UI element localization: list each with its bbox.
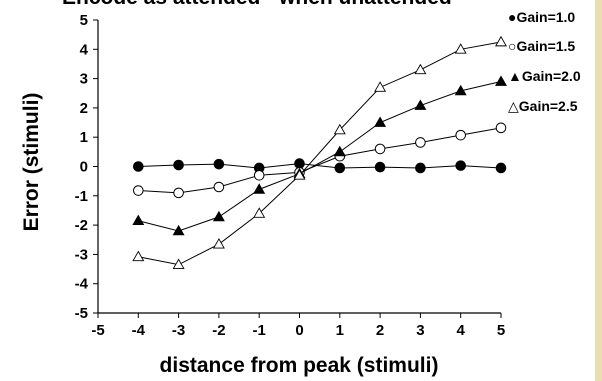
window-edge (595, 0, 602, 381)
y-tick-label: 4 (80, 41, 89, 58)
x-tick-label: 2 (376, 322, 384, 339)
data-point (455, 160, 467, 171)
data-point (495, 35, 507, 47)
data-point (212, 210, 225, 222)
data-point (374, 143, 386, 155)
x-tick-label: 4 (457, 322, 466, 339)
legend-item: △Gain=2.5 (508, 98, 578, 114)
data-point (333, 145, 346, 157)
y-tick-label: -4 (75, 276, 89, 293)
series-line (138, 127, 502, 194)
data-point (213, 158, 225, 170)
series-Gain=2.0 (132, 75, 507, 236)
y-tick-label: -1 (75, 188, 88, 205)
y-axis-title: Error (stimuli) (20, 93, 43, 232)
data-point (253, 169, 265, 181)
x-tick-label: -3 (172, 322, 185, 339)
data-point (132, 250, 145, 262)
x-tick-label: 5 (497, 322, 505, 339)
data-point (172, 224, 185, 236)
data-point (414, 63, 427, 75)
data-point (173, 187, 184, 199)
data-point (173, 159, 184, 171)
data-point (415, 137, 426, 148)
y-tick-label: -5 (75, 305, 88, 322)
data-point (293, 169, 306, 180)
data-point (253, 207, 266, 218)
data-point (415, 162, 426, 174)
y-tick-label: 1 (80, 129, 88, 146)
data-point (333, 123, 346, 135)
data-point (374, 161, 386, 173)
series-line (138, 41, 502, 266)
data-point (212, 238, 225, 249)
data-point (454, 84, 467, 96)
data-point (172, 258, 185, 270)
x-tick-label: 3 (416, 322, 424, 339)
data-point (414, 99, 427, 110)
data-point (334, 162, 346, 174)
series-Gain=1.0 (133, 158, 507, 174)
data-point (495, 162, 507, 174)
data-point (454, 43, 467, 54)
y-tick-label: 0 (80, 159, 88, 176)
y-tick-label: -2 (75, 217, 88, 234)
y-tick-label: 2 (80, 100, 88, 117)
y-tick-label: 5 (80, 12, 88, 29)
x-axis-title: distance from peak (stimuli) (160, 354, 439, 377)
data-point (133, 161, 144, 172)
data-point (132, 214, 145, 226)
x-tick-label: 1 (336, 322, 344, 339)
y-axis-ticks: -5 -4 -3 -2 -1 0 1 2 3 4 5 (75, 12, 98, 322)
x-tick-label: -5 (91, 322, 104, 339)
series-Gain=2.5 (132, 35, 507, 270)
series-layer (132, 35, 507, 270)
series-line (138, 81, 502, 232)
chart-title: Encode as attended - when unattended (62, 0, 452, 9)
legend-item: ○Gain=1.5 (508, 38, 575, 54)
legend: ●Gain=1.0 ○Gain=1.5 ▲Gain=2.0 △Gain=2.5 (508, 9, 581, 114)
x-axis-ticks: -5 -4 -3 -2 -1 0 1 2 3 4 5 (91, 313, 505, 339)
data-point (495, 122, 507, 134)
x-tick-label: 0 (295, 322, 303, 339)
y-tick-label: -3 (75, 246, 88, 263)
data-point (374, 81, 387, 92)
legend-item: ▲Gain=2.0 (508, 68, 581, 84)
y-tick-label: 3 (80, 71, 88, 88)
data-point (133, 185, 144, 196)
x-tick-label: -2 (212, 322, 225, 339)
data-point (495, 75, 507, 86)
x-tick-label: -1 (253, 322, 266, 339)
data-point (294, 158, 305, 169)
series-Gain=1.5 (133, 122, 507, 199)
data-point (253, 183, 266, 194)
legend-item: ●Gain=1.0 (508, 9, 575, 25)
series-line (138, 163, 502, 169)
x-tick-label: -4 (132, 322, 146, 339)
data-point (374, 116, 387, 127)
data-point (213, 181, 225, 193)
data-point (455, 129, 467, 141)
